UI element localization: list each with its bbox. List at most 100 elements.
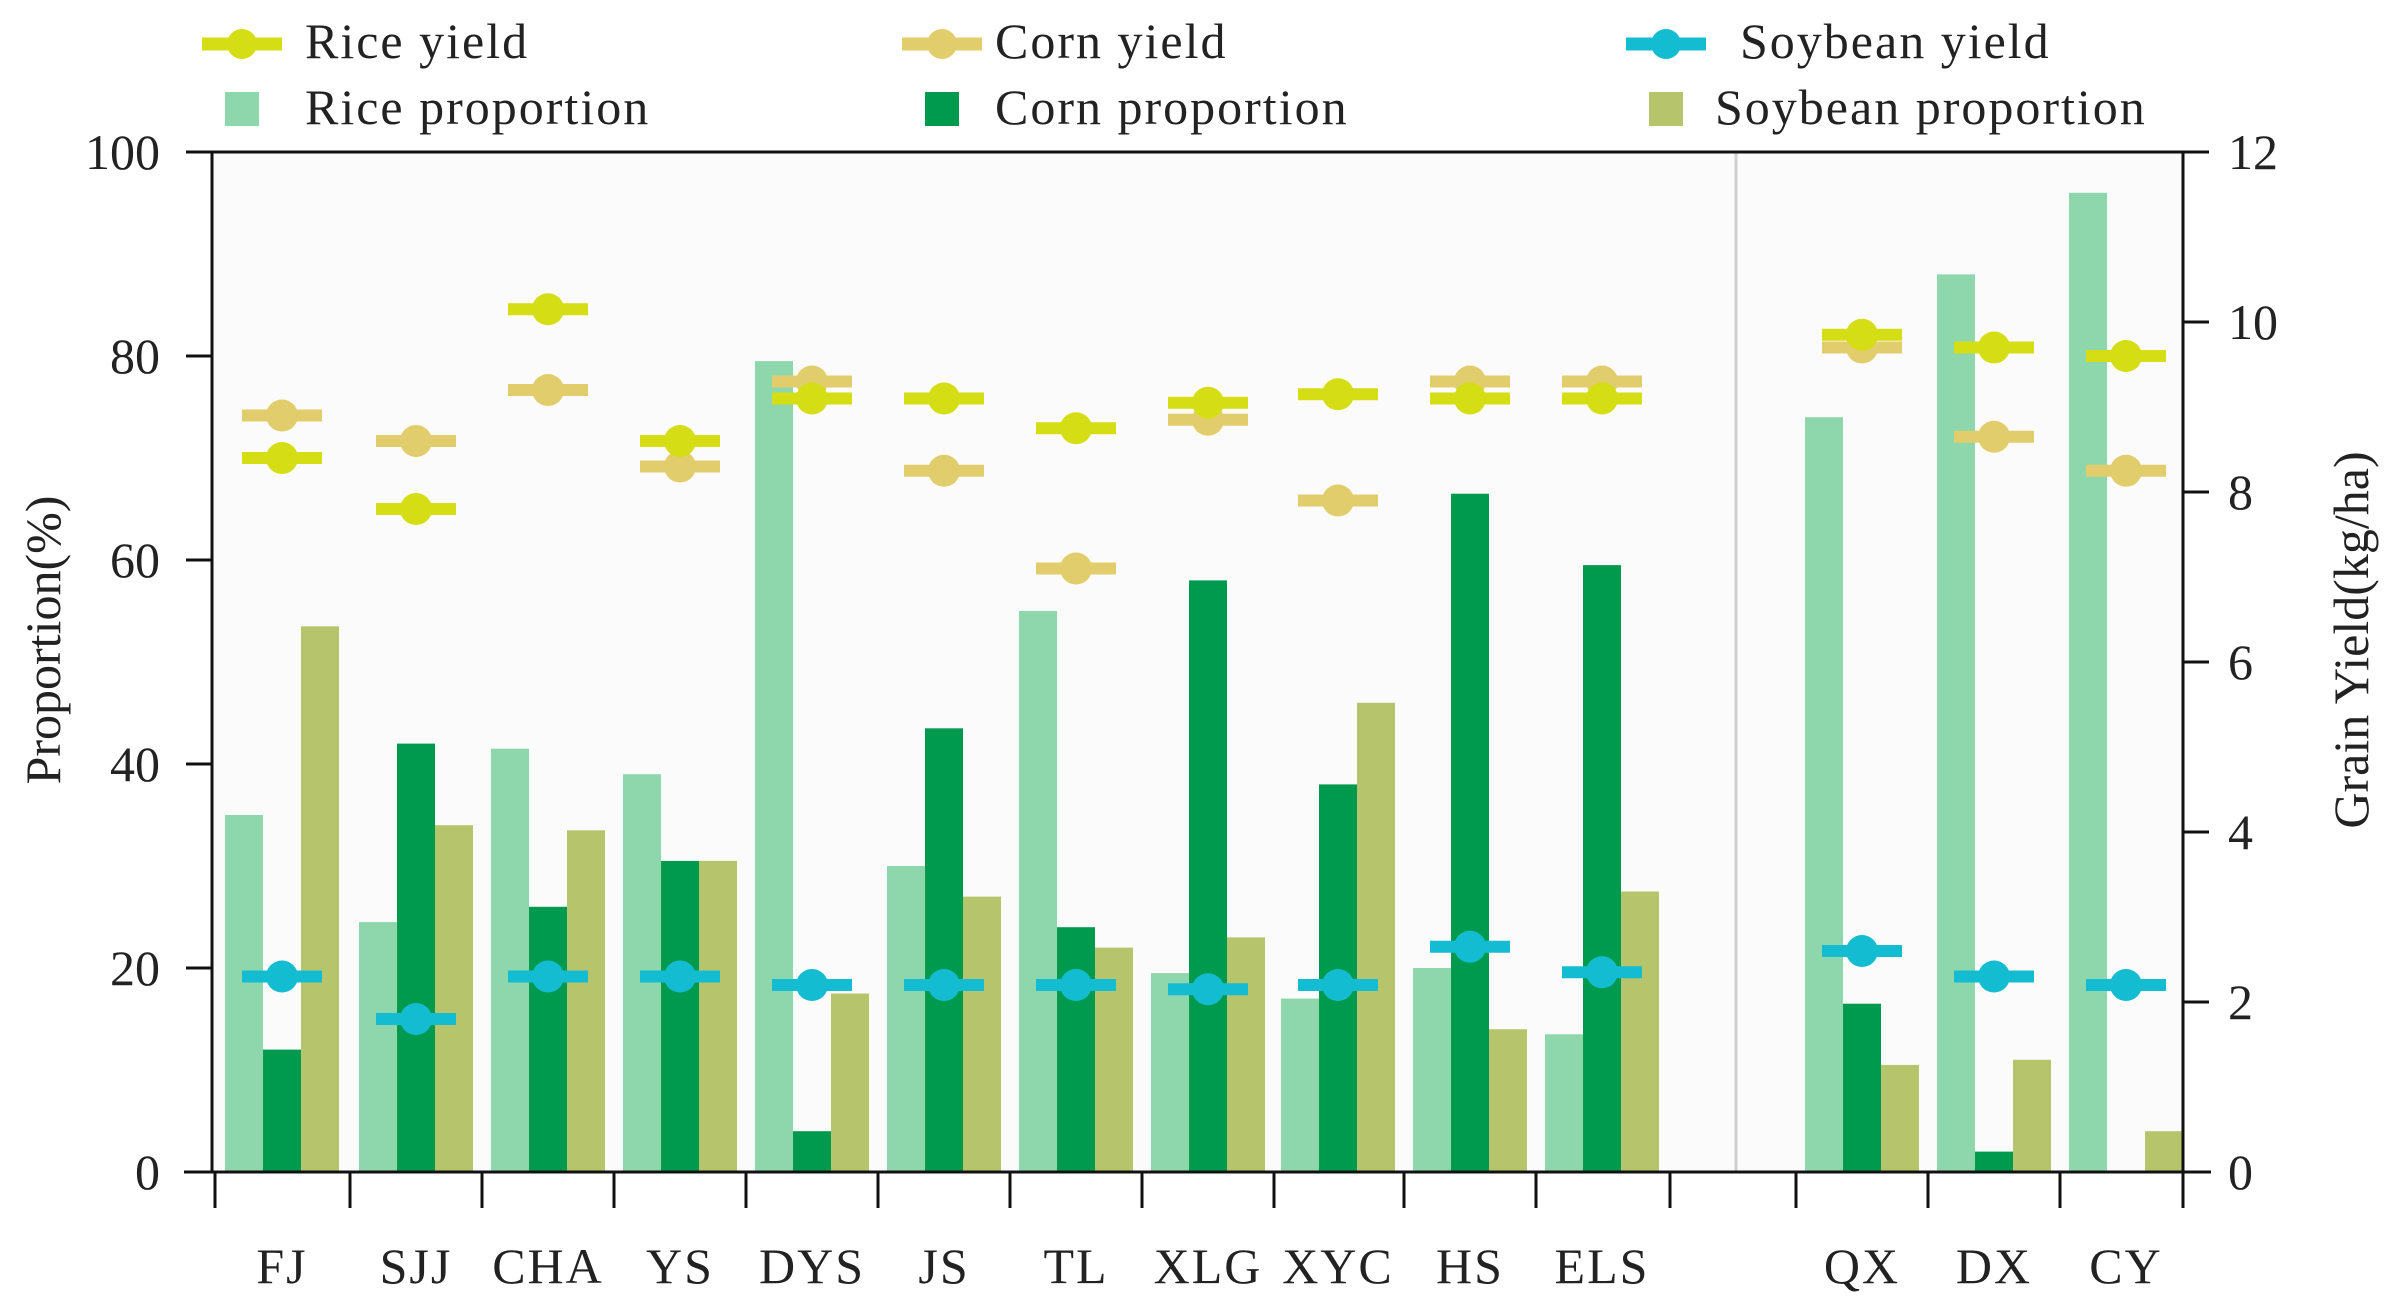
point-soybean-yield-dx — [1978, 960, 2010, 993]
bar-soybean-proportion-sjj — [435, 825, 473, 1172]
legend-corn-proportion-label: Corn proportion — [995, 79, 1349, 135]
point-soybean-yield-ys — [664, 960, 696, 993]
point-rice-yield-fj — [266, 442, 298, 474]
bar-corn-proportion-cha — [529, 906, 567, 1172]
point-soybean-yield-hs — [1454, 930, 1486, 963]
legend-soybean-yield-label: Soybean yield — [1740, 13, 2051, 69]
legend-rice-yield-label: Rice yield — [305, 13, 529, 69]
bar-soybean-proportion-xyc — [1357, 702, 1395, 1172]
legend-rice-proportion-label: Rice proportion — [305, 79, 650, 135]
category-label-ys: YS — [646, 1238, 714, 1294]
category-label-dx: DX — [1956, 1238, 2032, 1294]
category-label-cy: CY — [2089, 1238, 2162, 1294]
point-rice-yield-cy — [2110, 340, 2142, 372]
legend-soybean-proportion-swatch — [1649, 92, 1683, 126]
point-soybean-yield-xyc — [1322, 969, 1354, 1001]
point-corn-yield-tl — [1060, 552, 1092, 585]
right-tick-label-2: 2 — [2228, 974, 2253, 1030]
legend-rice-yield-marker — [227, 29, 257, 59]
point-rice-yield-js — [928, 382, 960, 415]
legend-corn-proportion-swatch — [925, 92, 959, 126]
bar-rice-proportion-fj — [225, 815, 263, 1172]
point-rice-yield-qx — [1846, 318, 1878, 351]
point-rice-yield-xyc — [1322, 378, 1354, 411]
legend-rice-proportion-swatch — [225, 92, 259, 126]
bar-corn-proportion-els — [1583, 565, 1621, 1172]
bar-soybean-proportion-hs — [1489, 1029, 1527, 1172]
category-label-sjj: SJJ — [380, 1238, 453, 1294]
point-soybean-yield-cha — [532, 960, 564, 993]
point-soybean-yield-js — [928, 969, 960, 1001]
bar-rice-proportion-cy — [2069, 192, 2107, 1173]
category-label-xyc: XYC — [1282, 1238, 1394, 1294]
point-rice-yield-hs — [1454, 382, 1486, 415]
bar-soybean-proportion-js — [963, 896, 1001, 1172]
bar-corn-proportion-hs — [1451, 493, 1489, 1172]
bar-rice-proportion-dys — [755, 361, 793, 1173]
category-label-tl: TL — [1043, 1238, 1108, 1294]
bar-corn-proportion-ys — [661, 860, 699, 1172]
legend-soybean-proportion-label: Soybean proportion — [1715, 79, 2147, 135]
legend: Rice yield Corn yield Soybean yield Rice pr… — [202, 13, 2147, 135]
category-label-js: JS — [918, 1238, 969, 1294]
point-soybean-yield-fj — [266, 960, 298, 993]
axes: 0 20 40 60 80 100 0 2 4 6 8 10 12 FJ SJJ CHA YS DYS JS TL XL… — [15, 124, 2379, 1294]
point-corn-yield-xyc — [1322, 484, 1354, 517]
bar-soybean-proportion-ys — [699, 860, 737, 1172]
point-rice-yield-cha — [532, 293, 564, 326]
bar-soybean-proportion-xlg — [1227, 937, 1265, 1172]
bar-soybean-proportion-cha — [567, 830, 605, 1172]
bar-corn-proportion-sjj — [397, 743, 435, 1172]
point-corn-yield-js — [928, 454, 960, 487]
point-corn-yield-cy — [2110, 454, 2142, 487]
bar-rice-proportion-sjj — [359, 922, 397, 1172]
point-corn-yield-ys — [664, 450, 696, 483]
point-soybean-yield-cy — [2110, 969, 2142, 1001]
right-tick-label-12: 12 — [2228, 124, 2278, 180]
bar-corn-proportion-dx — [1975, 1151, 2013, 1172]
right-tick-label-10: 10 — [2228, 294, 2278, 350]
bar-rice-proportion-cha — [491, 748, 529, 1172]
bar-rice-proportion-xlg — [1151, 973, 1189, 1172]
point-rice-yield-sjj — [400, 493, 432, 525]
bar-rice-proportion-xyc — [1281, 998, 1319, 1172]
bar-soybean-proportion-dys — [831, 993, 869, 1172]
point-corn-yield-dx — [1978, 420, 2010, 453]
point-corn-yield-cha — [532, 374, 564, 406]
point-soybean-yield-sjj — [400, 1003, 432, 1035]
legend-soybean-yield-marker — [1651, 29, 1681, 59]
bar-corn-proportion-tl — [1057, 927, 1095, 1172]
point-corn-yield-fj — [266, 399, 298, 432]
category-label-fj: FJ — [256, 1238, 307, 1294]
point-rice-yield-dys — [796, 382, 828, 415]
bar-corn-proportion-xlg — [1189, 580, 1227, 1172]
left-tick-label-20: 20 — [110, 940, 160, 996]
bar-rice-proportion-qx — [1805, 417, 1843, 1172]
category-label-cha: CHA — [492, 1238, 604, 1294]
right-tick-label-0: 0 — [2228, 1144, 2253, 1200]
bar-soybean-proportion-fj — [301, 626, 339, 1172]
bar-corn-proportion-js — [925, 728, 963, 1172]
bar-rice-proportion-els — [1545, 1034, 1583, 1172]
right-tick-label-4: 4 — [2228, 804, 2253, 860]
bar-rice-proportion-tl — [1019, 611, 1057, 1172]
point-rice-yield-els — [1586, 382, 1618, 415]
bar-soybean-proportion-qx — [1881, 1064, 1919, 1172]
left-tick-label-40: 40 — [110, 736, 160, 792]
point-rice-yield-ys — [664, 425, 696, 457]
category-label-hs: HS — [1436, 1238, 1504, 1294]
point-soybean-yield-els — [1586, 956, 1618, 989]
left-axis-title: Proportion(%) — [15, 496, 71, 785]
bar-soybean-proportion-els — [1621, 891, 1659, 1172]
left-tick-label-80: 80 — [110, 328, 160, 384]
plot-area — [212, 152, 2183, 1173]
point-rice-yield-dx — [1978, 331, 2010, 364]
point-soybean-yield-xlg — [1192, 973, 1224, 1006]
category-label-els: ELS — [1555, 1238, 1650, 1294]
category-label-qx: QX — [1824, 1238, 1900, 1294]
point-soybean-yield-tl — [1060, 969, 1092, 1001]
category-label-xlg: XLG — [1154, 1238, 1263, 1294]
bar-corn-proportion-qx — [1843, 1003, 1881, 1172]
bar-soybean-proportion-dx — [2013, 1059, 2051, 1172]
